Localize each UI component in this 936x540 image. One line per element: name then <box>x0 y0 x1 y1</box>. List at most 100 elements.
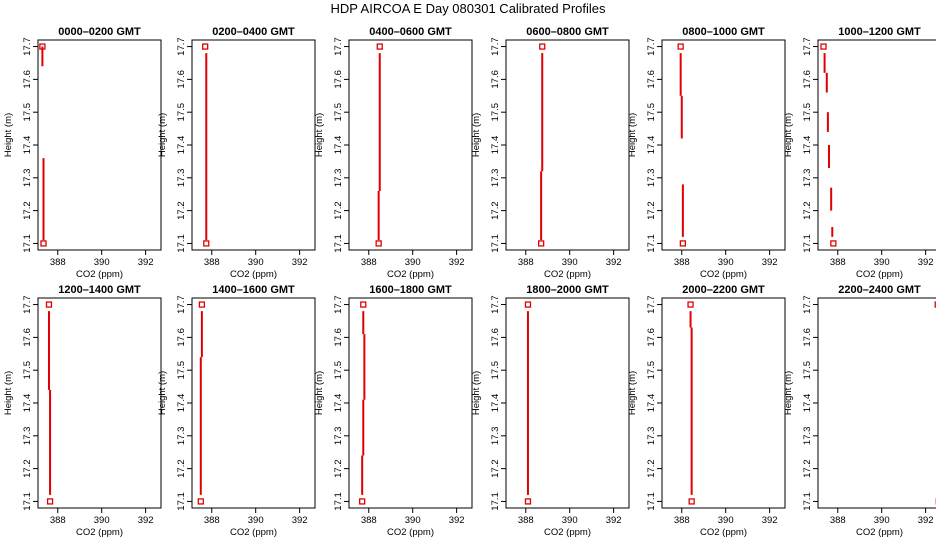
y-tick-label: 17.3 <box>802 169 813 188</box>
x-tick-label: 390 <box>248 257 264 268</box>
y-tick-label: 17.1 <box>802 234 813 253</box>
y-tick-label: 17.1 <box>333 234 344 253</box>
x-tick-label: 390 <box>718 257 734 268</box>
profile-point <box>688 498 695 505</box>
y-tick-label: 17.6 <box>176 328 187 347</box>
y-axis-label: Height (m) <box>314 113 325 157</box>
x-tick-label: 388 <box>518 515 534 526</box>
x-tick-label: 388 <box>674 515 690 526</box>
y-tick-label: 17.7 <box>646 37 657 56</box>
y-tick-label: 17.5 <box>490 103 501 122</box>
profile-point <box>524 301 532 308</box>
x-tick-label: 392 <box>449 515 465 526</box>
y-tick-label: 17.6 <box>646 70 657 89</box>
panel-4: 0600–0800 GMT 388 390 392 CO2 (ppm) 17.1 17.2 1… <box>471 26 630 280</box>
y-tick-label: 17.5 <box>176 361 187 380</box>
y-tick-label: 17.3 <box>646 169 657 188</box>
x-tick-label: 388 <box>50 257 66 268</box>
panel-8: 1400–1600 GMT 388 390 392 CO2 (ppm) 17.1 17.2 1… <box>157 284 316 538</box>
y-tick-label: 17.3 <box>490 427 501 446</box>
y-tick-label: 17.3 <box>333 169 344 188</box>
panel-6: 1000–1200 GMT 388 390 392 CO2 (ppm) 17.1 17.2 1… <box>783 26 936 280</box>
x-tick-label: 392 <box>292 257 308 268</box>
x-tick-label: 388 <box>50 515 66 526</box>
x-tick-label: 390 <box>94 257 110 268</box>
y-tick-label: 17.7 <box>802 37 813 56</box>
y-tick-label: 17.3 <box>646 427 657 446</box>
y-axis-label: Height (m) <box>314 371 325 415</box>
y-tick-label: 17.2 <box>22 459 33 478</box>
y-tick-label: 17.5 <box>333 361 344 380</box>
x-tick-label: 390 <box>874 515 890 526</box>
y-tick-label: 17.4 <box>490 136 501 155</box>
y-tick-label: 17.5 <box>646 361 657 380</box>
y-tick-label: 17.3 <box>176 169 187 188</box>
x-axis-label: CO2 (ppm) <box>387 527 434 538</box>
profile-point <box>376 43 383 50</box>
y-tick-label: 17.4 <box>22 394 33 413</box>
x-tick-label: 390 <box>405 257 421 268</box>
profile-point <box>197 498 204 505</box>
x-tick-label: 390 <box>562 515 578 526</box>
y-tick-label: 17.5 <box>802 103 813 122</box>
x-tick-label: 392 <box>449 257 465 268</box>
panel-title: 1200–1400 GMT <box>58 284 141 296</box>
profile-point <box>39 43 46 50</box>
panel-7: 1200–1400 GMT 388 390 392 CO2 (ppm) 17.1 17.2 1… <box>3 284 162 538</box>
x-axis-label: CO2 (ppm) <box>856 269 903 280</box>
y-tick-label: 17.5 <box>333 103 344 122</box>
y-tick-label: 17.7 <box>22 37 33 56</box>
y-tick-label: 17.1 <box>176 234 187 253</box>
panel-title: 2200–2400 GMT <box>838 284 921 296</box>
x-tick-label: 392 <box>762 515 778 526</box>
panel-title: 0200–0400 GMT <box>212 26 295 38</box>
x-tick-label: 388 <box>830 257 846 268</box>
panel-title: 1600–1800 GMT <box>369 284 452 296</box>
y-tick-label: 17.4 <box>490 394 501 413</box>
profile-point <box>539 43 546 50</box>
plot-frame <box>505 39 630 251</box>
y-tick-label: 17.3 <box>22 427 33 446</box>
x-tick-label: 388 <box>204 515 220 526</box>
panel-12: 2200–2400 GMT 388 390 392 CO2 (ppm) 17.1 17.2 1… <box>783 284 936 538</box>
panel-title: 1800–2000 GMT <box>526 284 609 296</box>
panel-title: 0000–0200 GMT <box>58 26 141 38</box>
y-tick-label: 17.2 <box>176 459 187 478</box>
profile-point <box>203 240 210 247</box>
panel-title: 2000–2200 GMT <box>682 284 765 296</box>
y-tick-label: 17.4 <box>802 394 813 413</box>
plot-frame <box>191 297 316 509</box>
y-tick-label: 17.6 <box>802 70 813 89</box>
y-tick-label: 17.3 <box>176 427 187 446</box>
y-axis-label: Height (m) <box>157 371 168 415</box>
y-tick-label: 17.7 <box>176 295 187 314</box>
panel-11: 2000–2200 GMT 388 390 392 CO2 (ppm) 17.1 17.2 1… <box>627 284 786 538</box>
profile-point <box>375 240 382 247</box>
profile-point <box>360 301 367 308</box>
y-tick-label: 17.3 <box>333 427 344 446</box>
x-tick-label: 388 <box>361 257 377 268</box>
y-tick-label: 17.4 <box>646 394 657 413</box>
y-tick-label: 17.5 <box>490 361 501 380</box>
y-axis-label: Height (m) <box>627 113 638 157</box>
profile-point <box>198 301 206 308</box>
panel-title: 1400–1600 GMT <box>212 284 295 296</box>
x-axis-label: CO2 (ppm) <box>700 527 747 538</box>
x-tick-label: 392 <box>762 257 778 268</box>
plot-frame <box>348 39 473 251</box>
y-tick-label: 17.1 <box>22 234 33 253</box>
y-tick-label: 17.4 <box>22 136 33 155</box>
panel-title: 0800–1000 GMT <box>682 26 765 38</box>
y-tick-label: 17.7 <box>176 37 187 56</box>
x-tick-label: 388 <box>518 257 534 268</box>
y-axis-label: Height (m) <box>471 371 482 415</box>
y-tick-label: 17.1 <box>490 492 501 511</box>
y-tick-label: 17.2 <box>333 201 344 220</box>
y-tick-label: 17.6 <box>333 70 344 89</box>
plot-frame <box>37 297 162 509</box>
x-axis-label: CO2 (ppm) <box>230 527 277 538</box>
plot-frame <box>505 297 630 509</box>
y-tick-label: 17.5 <box>22 361 33 380</box>
y-tick-label: 17.2 <box>802 201 813 220</box>
y-axis-label: Height (m) <box>471 113 482 157</box>
